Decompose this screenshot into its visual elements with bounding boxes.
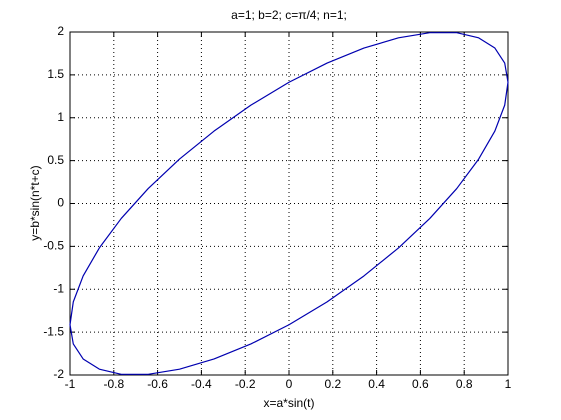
y-tick-label: 1	[57, 110, 64, 124]
y-tick-label: -1.5	[43, 324, 64, 338]
y-tick-label: 2	[57, 24, 64, 38]
y-tick-label: -0.5	[43, 239, 64, 253]
x-tick-label: 0	[286, 377, 293, 391]
y-tick-label: 0	[57, 196, 64, 210]
x-tick-label: 0.6	[412, 377, 429, 391]
x-tick-label: 0.4	[368, 377, 385, 391]
plot-frame	[69, 31, 509, 376]
x-tick-label: -0.2	[235, 377, 256, 391]
y-tick-label: 0.5	[47, 153, 64, 167]
x-tick-label: 1	[505, 377, 512, 391]
x-tick-label: -0.4	[191, 377, 212, 391]
x-axis-label: x=a*sin(t)	[263, 396, 314, 410]
y-axis-label: y=b*sin(n*t+c)	[28, 165, 42, 240]
chart-title: a=1; b=2; c=π/4; n=1;	[231, 8, 347, 22]
y-tick-label: -1	[53, 281, 64, 295]
x-tick-label: -0.8	[103, 377, 124, 391]
x-tick-label: 0.8	[456, 377, 473, 391]
y-tick-label: -2	[53, 367, 64, 381]
y-tick-label: 1.5	[47, 67, 64, 81]
x-tick-label: -1	[65, 377, 76, 391]
data-line	[69, 32, 509, 375]
x-tick-label: 0.2	[324, 377, 341, 391]
x-tick-label: -0.6	[147, 377, 168, 391]
